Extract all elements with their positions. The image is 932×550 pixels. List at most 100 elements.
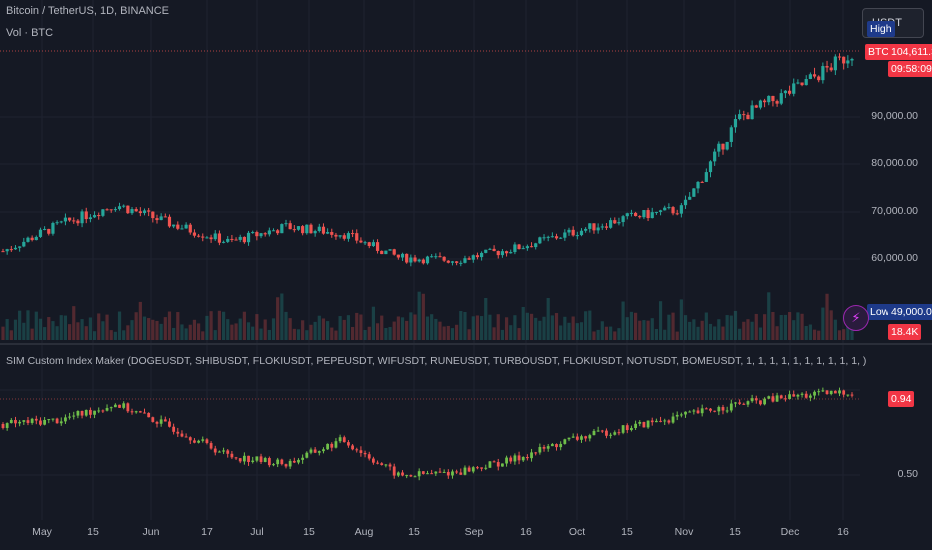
volume-bar: [746, 319, 750, 340]
pane-separator[interactable]: [0, 343, 932, 345]
indicator-title[interactable]: SIM Custom Index Maker (DOGEUSDT, SHIBUS…: [6, 355, 867, 367]
indicator-candle-body: [371, 458, 375, 463]
indicator-candle-body: [367, 454, 371, 459]
price-candle-body: [434, 256, 438, 258]
volume-bar: [134, 312, 138, 340]
price-candle-body: [346, 233, 351, 239]
indicator-candle-body: [559, 443, 563, 448]
indicator-candle-body: [113, 404, 117, 408]
price-candle-body: [425, 256, 430, 264]
indicator-candle-body: [197, 440, 201, 443]
volume-bar: [313, 321, 317, 340]
volume-bar: [688, 321, 692, 340]
volume-bar: [675, 331, 679, 340]
volume-bar: [76, 322, 80, 340]
indicator-candle-body: [134, 411, 138, 413]
indicator-candle-body: [326, 443, 330, 450]
price-candle-body: [280, 224, 284, 234]
volume-bar: [126, 325, 130, 340]
price-candle-body: [559, 237, 563, 239]
indicator-candle-body: [725, 410, 729, 412]
indicator-axis-label: 0.50: [897, 468, 918, 480]
price-candle-body: [663, 207, 667, 211]
volume-bar: [475, 315, 480, 340]
price-candle-body: [475, 255, 480, 258]
indicator-candle-body: [80, 411, 84, 416]
indicator-candle-body: [43, 419, 47, 425]
price-candle-body: [313, 231, 317, 234]
indicator-candle-body: [596, 430, 600, 432]
indicator-candle-body: [401, 472, 404, 476]
price-candle-body: [729, 127, 733, 142]
time-label-jul-15: 15: [303, 526, 315, 538]
indicator-candle-body: [442, 471, 446, 473]
indicator-candle-body: [76, 411, 80, 416]
indicator-candle-body: [530, 452, 533, 459]
volume-bar: [654, 328, 658, 340]
volume-bar: [667, 314, 671, 340]
volume-bar: [683, 315, 688, 340]
volume-bar: [109, 330, 113, 340]
volume-bar: [255, 314, 259, 340]
volume-bar: [596, 329, 600, 340]
indicator-candle-body: [118, 404, 121, 408]
price-candle-body: [746, 114, 750, 120]
volume-bar: [438, 321, 442, 340]
indicator-candle-body: [555, 444, 558, 448]
price-candle-body: [833, 56, 837, 71]
time-label-nov: Nov: [674, 526, 694, 538]
price-candle-body: [646, 210, 650, 219]
symbol-title[interactable]: Bitcoin / TetherUS, 1D, BINANCE: [6, 5, 170, 17]
price-candle-body: [829, 67, 833, 71]
indicator-candle-body: [226, 450, 230, 454]
volume-bar: [425, 316, 430, 340]
price-candle-body: [334, 234, 338, 237]
price-candle-body: [338, 235, 342, 237]
time-label-jul: Jul: [250, 526, 264, 538]
price-candle-body: [192, 232, 197, 236]
indicator-candle-body: [563, 439, 567, 444]
price-candle-body: [850, 59, 854, 61]
volume-title[interactable]: Vol · BTC: [6, 27, 54, 39]
volume-bar: [22, 322, 26, 340]
indicator-candle-body: [34, 418, 38, 421]
price-candle-body: [180, 228, 184, 230]
indicator-candle-body: [713, 410, 717, 412]
indicator-candle-body: [455, 471, 459, 473]
volume-bar: [155, 320, 159, 340]
indicator-candle-body: [542, 447, 546, 449]
indicator-candle-body: [613, 432, 617, 435]
lightning-icon[interactable]: ⚡: [843, 305, 869, 331]
indicator-candle-body: [825, 390, 829, 395]
price-candle-body: [742, 114, 746, 116]
indicator-candle-body: [588, 435, 592, 439]
price-candle-body: [421, 259, 425, 264]
indicator-candle-body: [313, 449, 317, 453]
price-candle-body: [642, 210, 646, 218]
price-candle-body: [284, 223, 288, 225]
indicator-candle-body: [767, 396, 771, 399]
price-candle-body: [342, 235, 346, 239]
indicator-candle-body: [59, 421, 63, 424]
volume-bar: [138, 301, 142, 340]
volume-bar: [609, 326, 613, 340]
price-candle-body: [126, 205, 130, 214]
volume-bar: [147, 318, 151, 340]
price-candle-body: [808, 74, 812, 80]
volume-bar: [671, 312, 675, 340]
indicator-candle-body: [251, 460, 255, 462]
price-candle-body: [392, 249, 396, 255]
price-candle-body: [783, 90, 788, 94]
volume-bar: [463, 311, 467, 340]
volume-bar: [575, 323, 579, 340]
volume-bar: [67, 324, 72, 340]
volume-bar: [638, 320, 642, 340]
price-candle-body: [301, 226, 305, 234]
price-candle-body: [837, 56, 842, 58]
volume-bar: [571, 316, 575, 340]
indicator-candle-body: [392, 466, 396, 476]
indicator-candle-body: [292, 460, 296, 463]
indicator-candle-body: [430, 473, 434, 475]
indicator-candle-body: [322, 449, 325, 452]
